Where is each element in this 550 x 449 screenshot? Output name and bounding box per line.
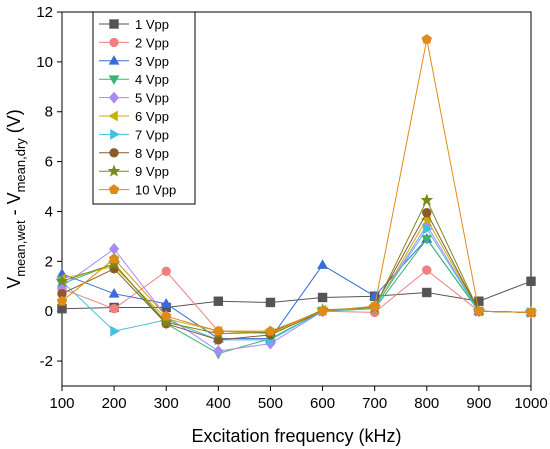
y-tick-label: 0	[45, 303, 53, 320]
data-point	[422, 208, 432, 218]
x-tick-label: 800	[414, 395, 439, 412]
x-tick-label: 900	[466, 395, 491, 412]
legend-marker	[108, 110, 118, 122]
legend-item: 7 Vpp	[99, 127, 169, 142]
legend-label: 6 Vpp	[135, 109, 169, 124]
series-line	[61, 199, 532, 335]
y-axis-title-part: (V)	[4, 109, 24, 138]
series-9	[55, 193, 538, 340]
data-point	[317, 292, 328, 303]
series-line	[61, 227, 532, 341]
data-point	[420, 193, 434, 206]
legend-marker	[107, 164, 121, 177]
data-point	[422, 265, 432, 275]
ticks: 100 200 300 400 500 600 700 800 900 1000 -2 0 2 4 6 8 10…	[36, 4, 547, 412]
data-point	[159, 315, 173, 328]
data-point	[421, 34, 432, 44]
y-axis-title: Vmean,wet - Vmean,dry (V)	[4, 109, 28, 289]
legend-item: 2 Vpp	[99, 35, 169, 50]
legend-label: 2 Vpp	[135, 35, 169, 50]
legend-label: 8 Vpp	[135, 146, 169, 161]
series-10	[56, 34, 537, 336]
legend-marker	[110, 129, 120, 140]
data-point	[213, 345, 224, 358]
y-tick-label: 4	[45, 203, 53, 220]
data-point	[526, 276, 536, 286]
data-point	[110, 325, 120, 337]
legend-item: 5 Vpp	[99, 91, 169, 106]
data-point	[161, 310, 172, 321]
data-point	[55, 274, 69, 287]
legend-label: 3 Vpp	[135, 54, 169, 69]
y-tick-label: 12	[36, 4, 53, 21]
data-point	[213, 296, 224, 306]
y-axis-title-subscript: mean,wet	[13, 220, 28, 277]
data-point	[317, 259, 328, 269]
y-tick-label: 6	[45, 154, 53, 171]
legend-marker	[108, 184, 120, 195]
y-axis-title-subscript: mean,dry	[13, 138, 28, 193]
x-tick-label: 400	[206, 395, 231, 412]
data-point	[108, 253, 120, 264]
y-axis-title-part: V	[4, 277, 24, 289]
legend-marker	[108, 75, 120, 85]
legend-item: 1 Vpp	[99, 17, 169, 32]
legend-marker	[108, 55, 120, 65]
x-tick-label: 300	[154, 395, 179, 412]
data-point	[160, 297, 172, 308]
y-tick-label: -2	[40, 353, 53, 370]
legend-marker	[109, 148, 119, 158]
axes	[61, 11, 532, 387]
data-point	[213, 325, 224, 336]
legend-marker	[108, 91, 120, 104]
data-point	[109, 304, 119, 314]
y-tick-label: 10	[36, 54, 53, 71]
data-point	[265, 325, 276, 336]
legend-label: 10 Vpp	[135, 183, 176, 198]
data-point	[421, 235, 433, 245]
data-point	[369, 300, 380, 311]
legend-item: 6 Vpp	[99, 109, 169, 124]
y-tick-label: 8	[45, 104, 53, 121]
legend-item: 10 Vpp	[99, 183, 176, 198]
data-point	[57, 304, 67, 314]
x-tick-label: 200	[102, 395, 127, 412]
x-tick-label: 500	[258, 395, 283, 412]
data-point	[317, 305, 328, 316]
data-point	[473, 305, 485, 316]
legend-item: 4 Vpp	[99, 72, 169, 87]
data-point	[56, 295, 68, 306]
legend-label: 5 Vpp	[135, 91, 169, 106]
x-tick-label: 100	[49, 395, 74, 412]
data-point	[161, 266, 171, 277]
legend-label: 4 Vpp	[135, 72, 169, 87]
legend-marker	[109, 19, 119, 29]
series-line	[61, 280, 532, 310]
legend-item: 8 Vpp	[99, 146, 169, 161]
legend-item: 3 Vpp	[99, 54, 169, 69]
legend-item: 9 Vpp	[99, 164, 169, 179]
legend-marker	[109, 37, 119, 48]
data-point	[108, 287, 120, 298]
legend-label: 7 Vpp	[135, 127, 169, 142]
series-line	[61, 39, 532, 332]
series-line	[61, 211, 532, 341]
legend: 1 Vpp 2 Vpp 3 Vpp 4 Vpp 5 Vpp 6 Vpp 7 Vpp 8 Vpp…	[92, 11, 196, 205]
series-line	[61, 224, 532, 352]
x-tick-label: 600	[310, 395, 335, 412]
legend-label: 1 Vpp	[135, 17, 169, 32]
y-tick-label: 2	[45, 253, 53, 270]
x-tick-label: 1000	[514, 395, 547, 412]
data-point	[525, 307, 537, 317]
data-point	[422, 223, 433, 235]
data-point	[265, 297, 276, 308]
legend-label: 9 Vpp	[135, 164, 169, 179]
data-point	[422, 287, 432, 298]
plot-frame	[61, 11, 532, 387]
x-tick-label: 700	[362, 395, 387, 412]
y-axis-title-part: - V	[4, 192, 24, 220]
x-axis-title: Excitation frequency (kHz)	[191, 426, 401, 446]
series	[55, 34, 538, 360]
